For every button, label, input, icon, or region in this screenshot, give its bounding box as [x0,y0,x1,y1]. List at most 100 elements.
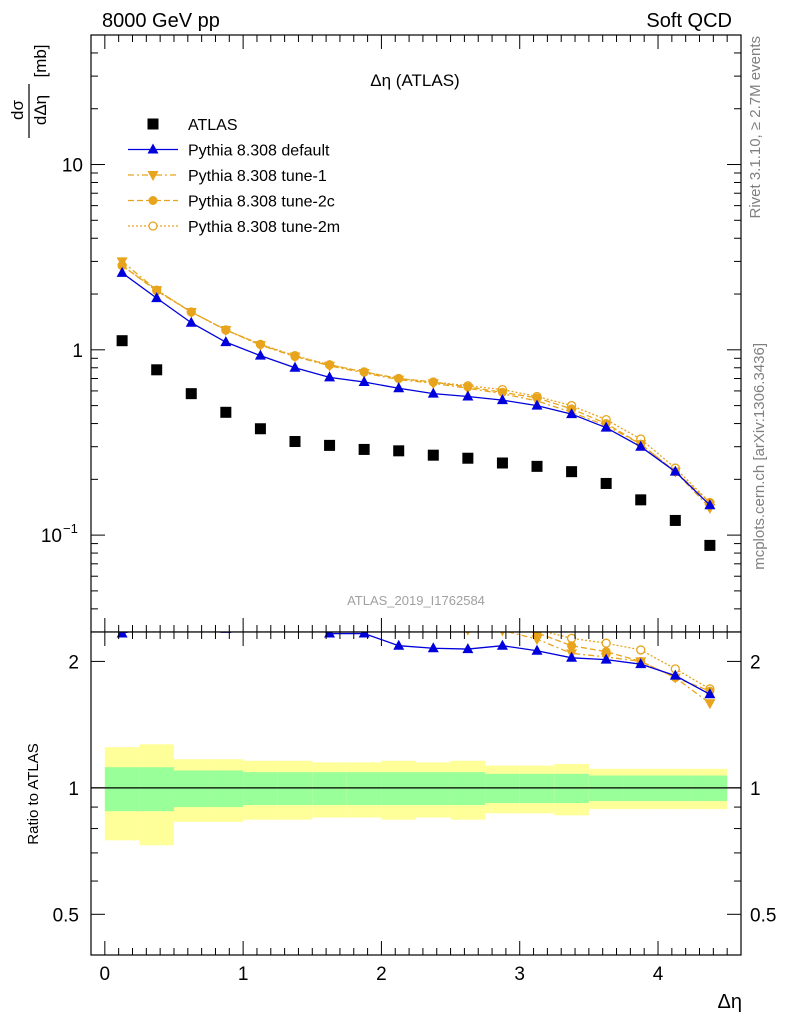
main-point-tune1-0 [116,257,128,268]
main-point-data-9 [427,449,439,461]
ratio-point-default-10 [462,643,474,654]
main-plot-area [91,35,741,632]
legend-label-tune2c: Pythia 8.308 tune-2c [188,194,335,211]
ratio-point-default-6 [324,632,336,638]
main-point-default-8 [393,382,405,393]
main-point-data-7 [358,443,370,455]
main-series-area [116,257,716,551]
ylabel-numerator: dσ [8,100,27,120]
main-point-default-13 [566,408,578,419]
main-point-data-10 [462,452,474,464]
main-point-data-0 [116,335,128,347]
main-line-tune2m [121,265,711,503]
main-point-default-2 [185,316,197,327]
header-right: Soft QCD [646,10,732,32]
main-point-data-6 [324,439,336,451]
header-left: 8000 GeV pp [102,10,220,32]
legend-marker-tune2m [148,221,158,231]
ratio-point-tune1-10 [465,632,470,636]
ratio-point-default-15 [635,658,647,669]
watermark: ATLAS_2019_I1762584 [347,593,485,608]
legend-marker-data [147,118,159,130]
ratio-point-tune1-12 [531,635,543,646]
ratio-point-tune2c-13 [567,641,577,651]
ratio-point-tune2m-15 [636,645,646,655]
ratio-ytick-label-left-0: 2 [68,652,79,673]
main-point-data-16 [669,514,681,526]
ratio-series-area [116,632,716,710]
main-y-axis-label: dσ dΔη [mb] [8,44,50,138]
ratio-ytick-label-left-1: 1 [68,779,79,800]
ratio-point-default-8 [393,639,405,650]
legend-marker-default [147,143,159,154]
main-point-data-3 [220,406,232,418]
ratio-point-default-0 [116,632,128,638]
main-point-data-13 [566,466,578,478]
main-ytick-label-exp-base: 10 [41,526,62,547]
main-point-default-4 [254,349,266,360]
main-point-default-7 [358,376,370,387]
ratio-point-default-16 [669,669,681,680]
main-point-tune1-7 [358,368,370,379]
main-point-default-14 [600,421,612,432]
main-point-data-15 [635,494,647,506]
main-point-tune1-8 [393,375,405,386]
main-point-tune1-4 [254,341,266,352]
main-point-tune1-9 [427,379,439,390]
ratio-band-inner-1 [139,767,174,812]
main-ytick-label-0: 10 [62,156,83,177]
ylabel-denominator: dΔη [31,95,50,125]
main-point-tune1-3 [220,325,232,336]
main-point-default-5 [289,361,301,372]
ratio-point-default-7 [358,632,370,638]
main-point-tune1-10 [462,384,474,395]
main-line-tune2c [121,265,711,503]
main-ytick-label-1: 1 [72,341,83,362]
legend-label-default: Pythia 8.308 default [188,143,330,160]
main-point-data-2 [185,388,197,400]
ratio-point-tune2m-14 [601,638,611,648]
ratio-band-inner-0 [104,767,140,812]
main-point-default-17 [704,499,716,510]
ratio-frame [90,631,742,956]
main-point-data-1 [151,364,163,376]
ratio-band-inner-2 [173,770,209,808]
main-point-tune1-2 [185,307,197,318]
xtick-label-2: 2 [376,964,387,985]
main-point-default-9 [427,387,439,398]
legend-marker-tune1 [147,171,159,181]
side-label-rivet: Rivet 3.1.10, ≥ 2.7M events [747,36,764,219]
ratio-point-tune1-11 [499,632,505,637]
ratio-point-default-9 [427,642,439,653]
ratio-point-tune1-17 [704,699,716,710]
xtick-label-4: 4 [653,964,664,985]
legend: ATLAS Pythia 8.308 default Pythia 8.308 tu… [128,117,340,236]
ratio-point-default-11 [496,639,508,650]
main-point-default-16 [669,465,681,476]
ratio-band-inner-3 [208,770,244,808]
main-point-default-10 [462,390,474,401]
ratio-line-tune2c [527,632,711,692]
ratio-ytick-label-right-1: 1 [750,779,761,800]
main-line-tune1 [121,260,711,509]
side-label-source: mcplots.cern.ch [arXiv:1306.3436] [751,343,768,570]
main-ytick-label-exp-power: −1 [63,521,78,536]
main-point-default-0 [116,266,128,277]
main-point-data-5 [289,436,301,448]
main-point-data-14 [600,477,612,489]
legend-label-tune1: Pythia 8.308 tune-1 [188,168,327,185]
main-point-default-11 [496,394,508,405]
xtick-label-1: 1 [238,964,249,985]
legend-marker-tune2c [148,196,158,205]
main-point-data-17 [704,539,716,551]
main-point-tune1-1 [151,286,163,297]
ratio-band-inner-6 [312,772,347,806]
main-point-data-12 [531,460,543,472]
ratio-band-inner-7 [346,772,382,806]
main-title: Δη (ATLAS) [370,71,459,90]
main-point-default-3 [220,336,232,347]
xtick-label-3: 3 [514,964,525,985]
ratio-point-tune2m-13 [566,633,577,643]
main-line-default [121,272,711,506]
